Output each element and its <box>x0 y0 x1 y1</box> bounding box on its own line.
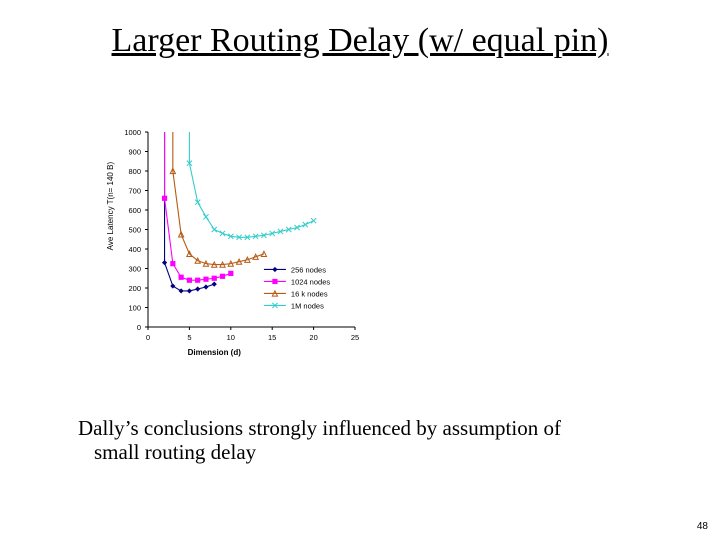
series-line <box>164 132 231 281</box>
x-axis-label: Dimension (d) <box>188 348 242 357</box>
legend-entry: 1M nodes <box>263 301 324 310</box>
data-point <box>169 167 177 175</box>
y-tick-label: 400 <box>128 245 141 254</box>
y-tick-label: 0 <box>137 323 141 332</box>
legend-entry: 16 k nodes <box>263 289 328 298</box>
data-point <box>194 199 201 206</box>
legend-label: 256 nodes <box>291 265 326 274</box>
data-point <box>186 277 192 283</box>
slide-title: Larger Routing Delay (w/ equal pin) <box>111 22 609 59</box>
data-point <box>170 283 176 289</box>
latency-chart: 0 100 200 300 400 500 600 700 800 900 1000 0 5 10 15 20… <box>106 128 359 357</box>
data-point <box>271 302 278 309</box>
x-tick-label: 5 <box>187 333 191 342</box>
data-point <box>219 230 226 237</box>
chart-legend: 256 nodes 1024 nodes 16 k nodes 1M nodes <box>263 265 330 310</box>
data-point <box>252 233 259 240</box>
data-point <box>177 230 185 238</box>
y-tick-label: 300 <box>128 265 141 274</box>
data-point <box>272 266 278 273</box>
chart-axes: 0 100 200 300 400 500 600 700 800 900 1000 0 5 10 15 20… <box>106 128 359 357</box>
x-tick-label: 0 <box>146 333 150 342</box>
y-tick-label: 700 <box>128 187 141 196</box>
y-tick-label: 200 <box>128 284 141 293</box>
data-point <box>170 261 176 267</box>
y-tick-label: 900 <box>128 148 141 157</box>
series-3 <box>186 132 317 241</box>
page-number: 48 <box>696 521 708 532</box>
y-tick-label: 600 <box>128 206 141 215</box>
data-point <box>252 253 260 260</box>
data-point <box>302 221 309 228</box>
legend-label: 1M nodes <box>291 301 324 310</box>
data-point <box>243 256 251 263</box>
y-axis-label: Ave Latency T(n= 140 B) <box>106 162 115 251</box>
data-point <box>202 259 210 267</box>
data-point <box>185 250 193 257</box>
data-point <box>219 273 226 279</box>
data-point <box>186 160 193 167</box>
legend-label: 16 k nodes <box>291 289 328 298</box>
series-1 <box>161 132 234 283</box>
data-point <box>161 260 168 266</box>
data-point <box>211 226 218 233</box>
data-point <box>285 226 292 233</box>
data-point <box>236 234 243 241</box>
data-point <box>211 275 217 281</box>
legend-label: 1024 nodes <box>291 277 330 286</box>
x-tick-label: 10 <box>227 333 235 342</box>
x-tick-label: 15 <box>268 333 276 342</box>
data-point <box>260 250 268 257</box>
legend-entry: 256 nodes <box>263 265 326 274</box>
data-point <box>228 270 234 276</box>
legend-entry: 1024 nodes <box>263 277 330 286</box>
series-2 <box>169 132 268 268</box>
body-text: Dally’s conclusions strongly influenced … <box>78 416 678 464</box>
data-point <box>178 288 184 294</box>
data-point <box>271 289 279 297</box>
data-point <box>178 274 184 280</box>
data-point <box>310 217 317 224</box>
data-point <box>203 284 209 290</box>
data-point <box>244 234 251 241</box>
data-point <box>235 257 243 265</box>
data-point <box>227 233 234 240</box>
data-point <box>277 228 284 235</box>
data-point <box>294 224 300 231</box>
y-tick-label: 500 <box>128 226 141 235</box>
series-line <box>188 132 314 238</box>
chart-series <box>161 132 317 294</box>
data-point <box>260 232 267 239</box>
data-point <box>227 259 235 267</box>
data-point <box>211 281 217 287</box>
x-tick-label: 25 <box>351 333 359 342</box>
data-point <box>203 213 209 220</box>
data-point <box>219 260 226 268</box>
y-tick-label: 800 <box>128 167 141 176</box>
body-line-2: small routing delay <box>94 440 257 464</box>
data-point <box>194 256 202 264</box>
data-point <box>269 230 276 237</box>
data-point <box>210 260 218 268</box>
data-point <box>195 286 201 292</box>
y-tick-label: 1000 <box>124 128 141 137</box>
data-point <box>186 288 192 294</box>
x-tick-label: 20 <box>309 333 317 342</box>
data-point <box>195 277 201 283</box>
data-point <box>272 278 278 285</box>
body-line-1: Dally’s conclusions strongly influenced … <box>78 416 561 440</box>
series-line <box>172 132 265 266</box>
y-tick-label: 100 <box>128 304 141 313</box>
data-point <box>203 276 209 282</box>
data-point <box>161 195 168 201</box>
